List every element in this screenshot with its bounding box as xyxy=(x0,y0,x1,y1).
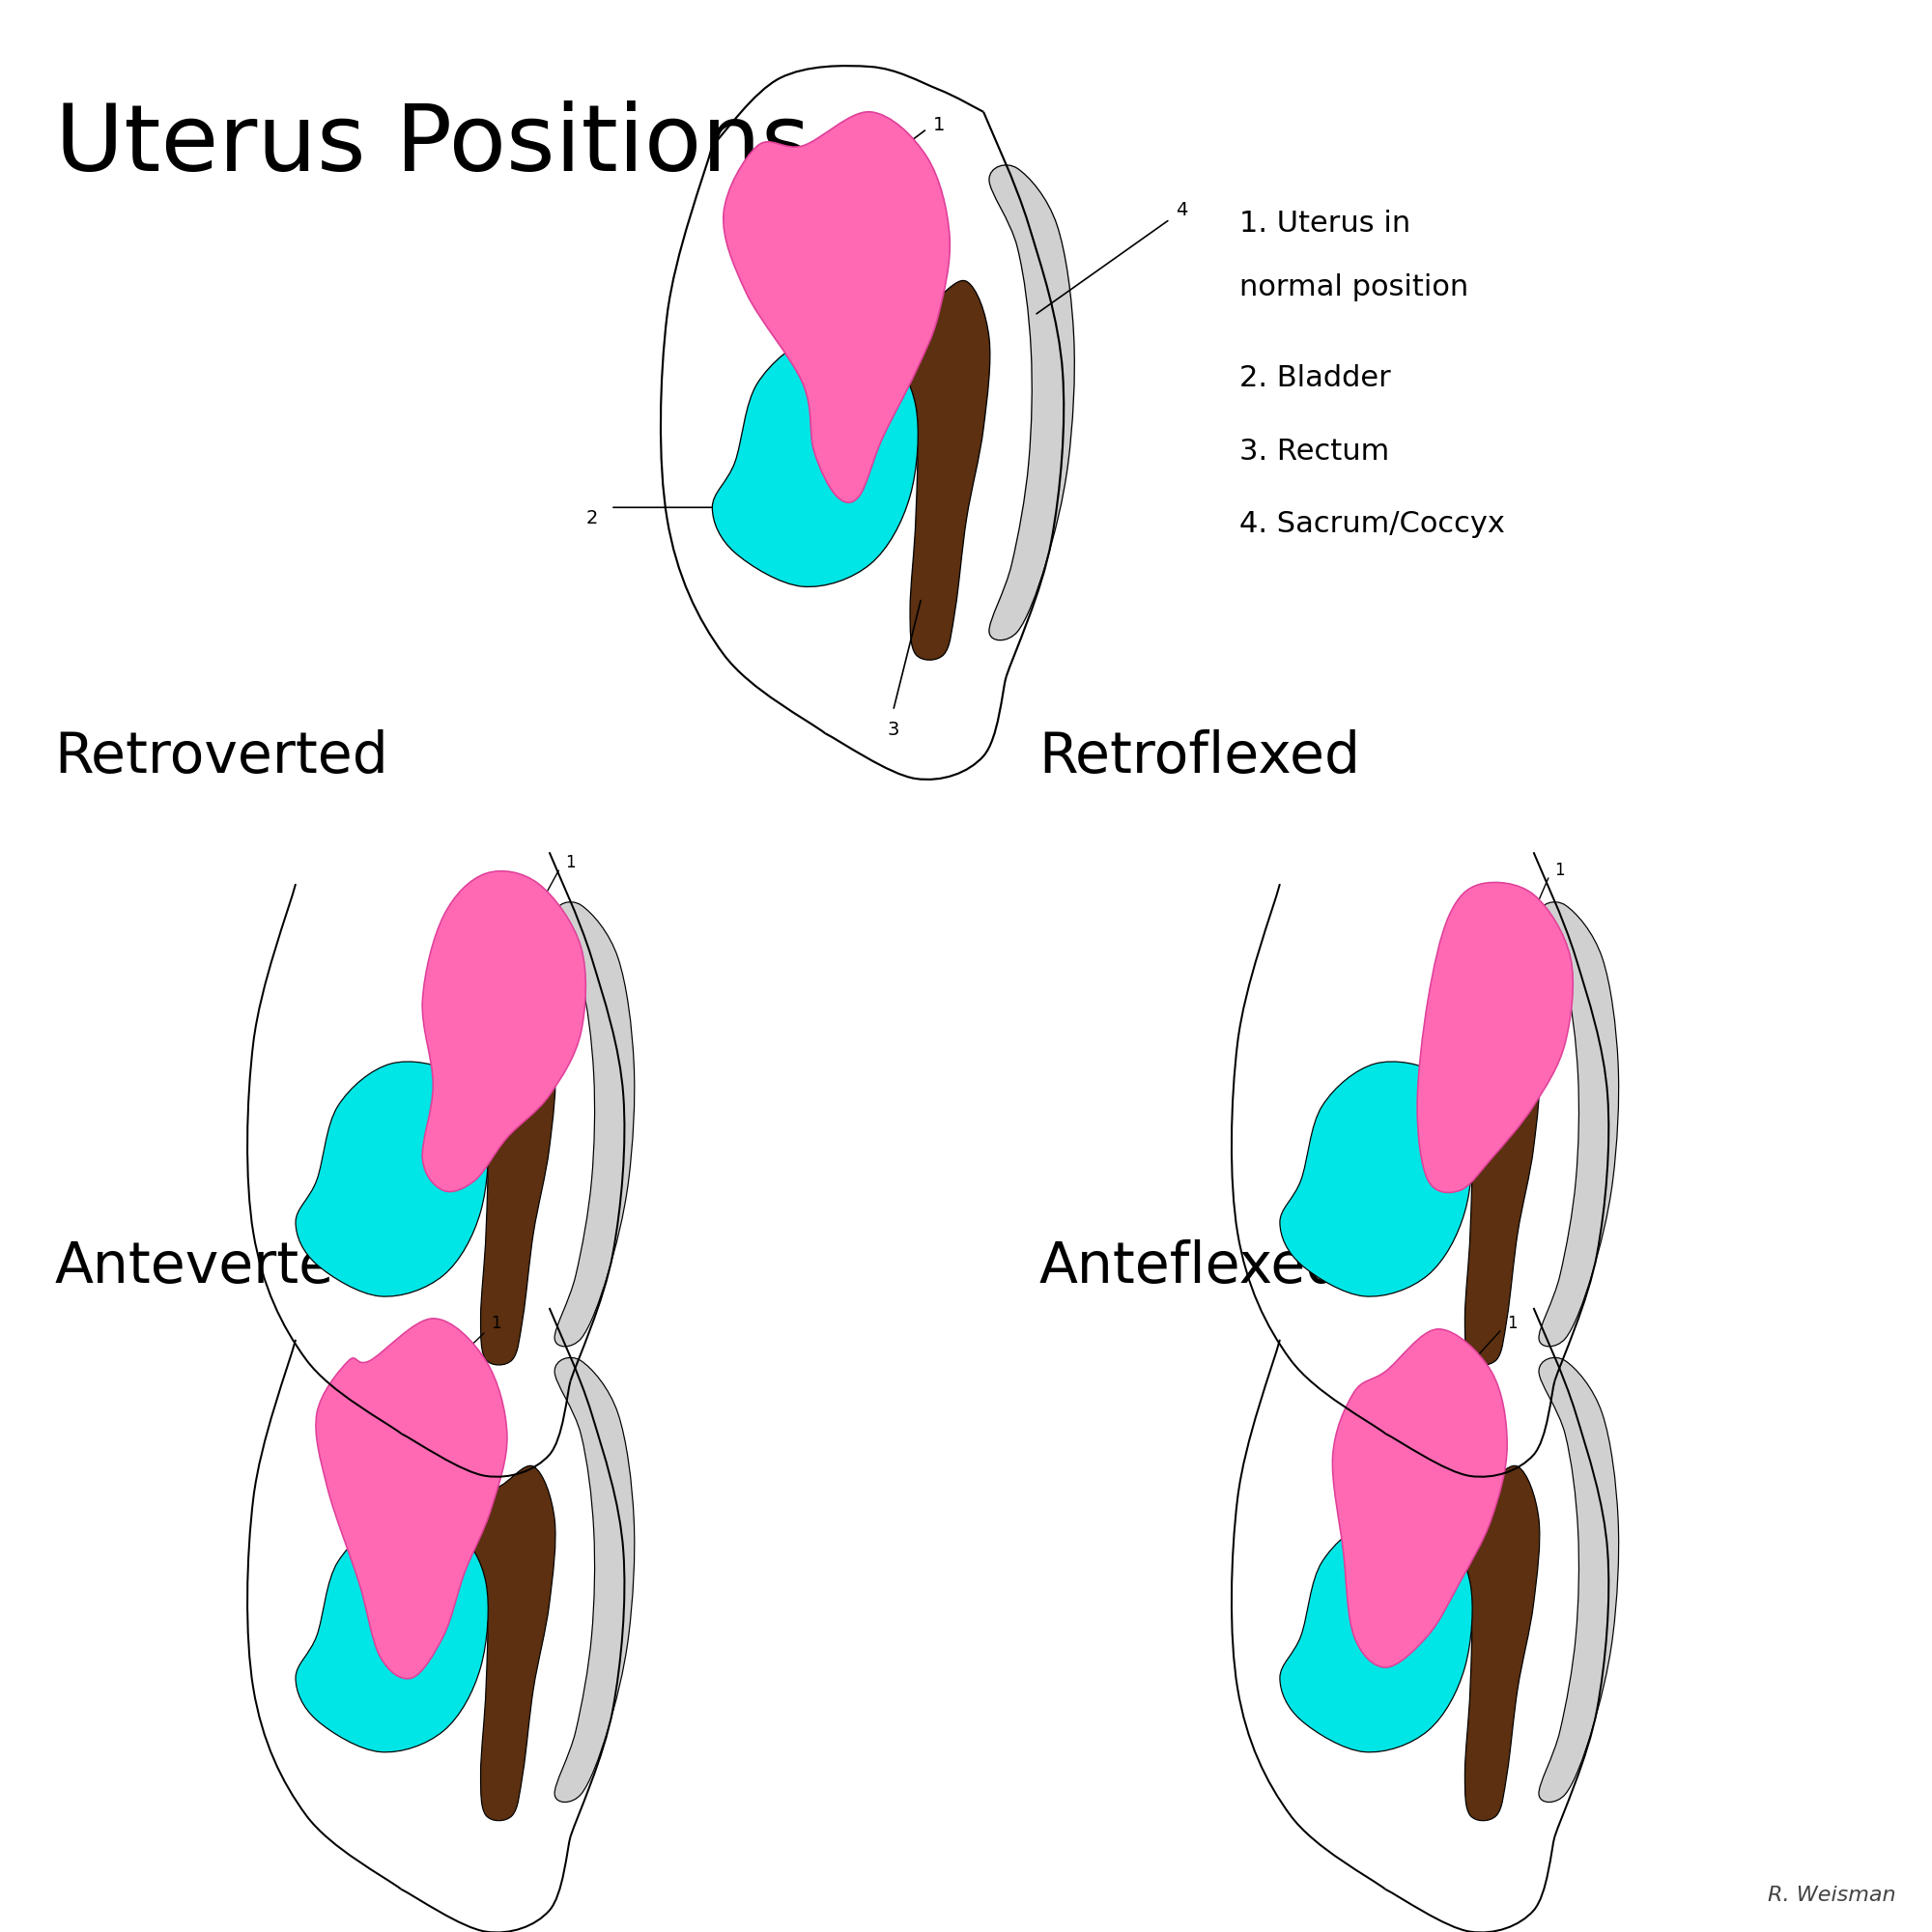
PathPatch shape xyxy=(1441,1466,1540,1820)
Text: 3: 3 xyxy=(887,721,898,740)
Text: R. Weisman: R. Weisman xyxy=(1768,1886,1895,1905)
Text: Retroflexed: Retroflexed xyxy=(1039,728,1360,784)
Text: 1: 1 xyxy=(566,854,576,871)
Text: 1: 1 xyxy=(1555,862,1565,879)
Text: 2. Bladder: 2. Bladder xyxy=(1240,365,1391,392)
Text: 1: 1 xyxy=(1507,1316,1517,1333)
Text: Anteverted: Anteverted xyxy=(54,1240,369,1294)
PathPatch shape xyxy=(1279,1061,1472,1296)
Text: 1. Uterus in: 1. Uterus in xyxy=(1240,209,1410,238)
PathPatch shape xyxy=(554,1358,634,1803)
PathPatch shape xyxy=(1279,1517,1472,1752)
PathPatch shape xyxy=(458,1010,554,1366)
PathPatch shape xyxy=(315,1318,506,1679)
PathPatch shape xyxy=(713,336,918,587)
PathPatch shape xyxy=(885,280,989,661)
PathPatch shape xyxy=(296,1061,489,1296)
Text: 4: 4 xyxy=(1175,201,1188,220)
Text: 3. Rectum: 3. Rectum xyxy=(1240,437,1389,466)
PathPatch shape xyxy=(1441,1010,1540,1366)
PathPatch shape xyxy=(296,1517,489,1752)
Text: 4. Sacrum/Coccyx: 4. Sacrum/Coccyx xyxy=(1240,510,1505,539)
PathPatch shape xyxy=(1538,1358,1619,1803)
PathPatch shape xyxy=(1333,1329,1507,1667)
Text: 2: 2 xyxy=(585,510,597,527)
Text: 1: 1 xyxy=(933,116,945,135)
PathPatch shape xyxy=(554,902,634,1347)
Text: Anteflexed: Anteflexed xyxy=(1039,1240,1341,1294)
PathPatch shape xyxy=(989,164,1074,639)
Text: Retroverted: Retroverted xyxy=(54,728,388,784)
Text: 1: 1 xyxy=(491,1316,502,1333)
PathPatch shape xyxy=(723,112,951,502)
Text: Uterus Positions: Uterus Positions xyxy=(54,100,810,189)
Text: normal position: normal position xyxy=(1240,274,1468,301)
PathPatch shape xyxy=(423,871,585,1192)
PathPatch shape xyxy=(1538,902,1619,1347)
PathPatch shape xyxy=(458,1466,554,1820)
PathPatch shape xyxy=(1418,883,1573,1192)
